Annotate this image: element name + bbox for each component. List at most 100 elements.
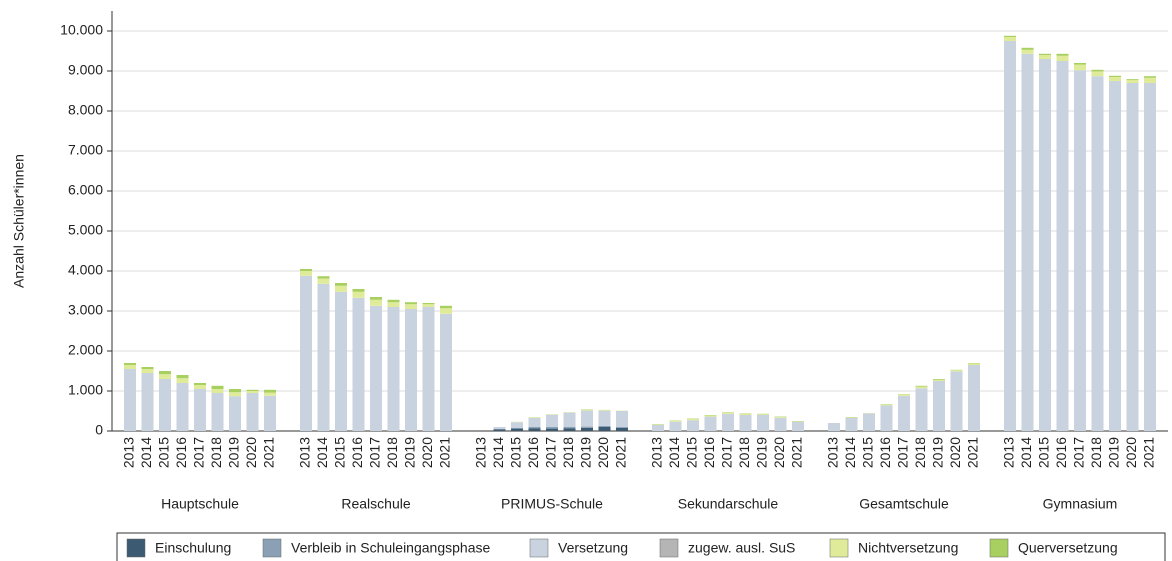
bar-segment: [352, 297, 365, 431]
bar-segment: [1021, 49, 1034, 54]
bar-segment: [264, 395, 276, 431]
bar-segment: [598, 425, 611, 427]
x-tick-label: 2013: [825, 437, 841, 468]
bar-segment: [405, 304, 417, 309]
bar-segment: [141, 367, 154, 369]
x-tick-label: 2015: [860, 437, 876, 468]
bar-segment: [405, 302, 417, 305]
bar-segment: [722, 412, 734, 414]
legend-label: Querversetzung: [1018, 540, 1118, 556]
bar-segment: [950, 370, 963, 372]
bar-segment: [511, 427, 523, 429]
x-tick-label: 2018: [912, 437, 928, 468]
bar-segment: [528, 427, 541, 429]
x-tick-label: 2019: [1106, 437, 1122, 468]
bar-segment: [176, 378, 189, 383]
x-tick-label: 2013: [1001, 437, 1017, 468]
bar-segment: [1074, 63, 1086, 65]
bar-segment: [422, 307, 435, 431]
bar-segment: [124, 365, 136, 369]
x-tick-label: 2019: [402, 437, 418, 468]
bar-segment: [704, 416, 717, 431]
bar-segment: [246, 393, 259, 431]
bar-segment: [1091, 69, 1104, 72]
bar-segment: [1091, 76, 1104, 431]
bar-segment: [563, 428, 576, 431]
bar-segment: [1004, 41, 1016, 431]
bar-segment: [1074, 70, 1086, 431]
y-tick-label: 8.000: [68, 102, 103, 118]
legend-swatch: [262, 538, 282, 558]
y-tick-label: 4.000: [68, 262, 103, 278]
bar-segment: [616, 411, 628, 427]
bar-segment: [159, 379, 171, 431]
bar-segment: [845, 417, 858, 431]
bar-segment: [1056, 53, 1069, 56]
bar-segment: [863, 413, 875, 431]
x-tick-label: 2019: [930, 437, 946, 468]
x-tick-label: 2016: [349, 437, 365, 468]
bar-segment: [1144, 83, 1156, 431]
bar-segment: [124, 369, 136, 431]
x-tick-label: 2018: [1088, 437, 1104, 468]
bar-segment: [440, 308, 452, 314]
bar-segment: [141, 369, 154, 373]
bar-segment: [581, 427, 593, 431]
y-tick-label: 5.000: [68, 222, 103, 238]
bar-segment: [546, 428, 558, 431]
bar-segment: [546, 414, 558, 427]
bar-segment: [581, 426, 593, 428]
bar-segment: [704, 415, 717, 417]
x-tick-label: 2018: [560, 437, 576, 468]
bar-segment: [264, 389, 276, 393]
bar-segment: [511, 422, 523, 428]
bar-segment: [387, 307, 400, 431]
x-tick-label: 2021: [965, 437, 981, 468]
bar-segment: [211, 385, 224, 389]
bar-segment: [1109, 77, 1121, 81]
bar-segment: [194, 389, 206, 431]
bar-segment: [1126, 79, 1139, 80]
bar-segment: [968, 365, 980, 431]
x-tick-label: 2016: [173, 437, 189, 468]
legend-swatch: [126, 538, 146, 558]
bar-segment: [669, 421, 682, 422]
x-tick-label: 2013: [121, 437, 137, 468]
bar-segment: [598, 410, 611, 426]
bar-segment: [563, 412, 576, 427]
bar-segment: [1039, 55, 1051, 59]
bar-segment: [1004, 35, 1016, 37]
legend-label: Einschulung: [155, 540, 231, 556]
bar-segment: [739, 415, 752, 431]
x-tick-label: 2017: [719, 437, 735, 468]
bar-segment: [722, 413, 734, 431]
y-tick-label: 9.000: [68, 62, 103, 78]
bar-segment: [300, 275, 312, 431]
bar-segment: [1144, 77, 1156, 83]
bar-segment: [563, 427, 576, 429]
bar-segment: [528, 417, 541, 427]
bar-segment: [405, 309, 417, 431]
x-tick-label: 2017: [367, 437, 383, 468]
x-tick-label: 2019: [578, 437, 594, 468]
bar-segment: [915, 386, 928, 389]
bar-segment: [422, 304, 435, 307]
bar-segment: [1004, 37, 1016, 41]
bar-segment: [528, 417, 541, 418]
bar-segment: [352, 291, 365, 298]
x-tick-label: 2013: [297, 437, 313, 468]
bar-segment: [440, 313, 452, 431]
x-tick-label: 2017: [191, 437, 207, 468]
bar-segment: [440, 305, 452, 309]
bar-segment: [1109, 81, 1121, 431]
legend-swatch: [659, 538, 679, 558]
legend-swatch: [989, 538, 1009, 558]
x-tick-label: 2015: [508, 437, 524, 468]
bar-segment: [598, 409, 611, 411]
x-tick-label: 2020: [1123, 437, 1139, 468]
legend-label: Nichtversetzung: [858, 540, 958, 556]
bar-segment: [176, 375, 189, 379]
y-tick-label: 2.000: [68, 342, 103, 358]
x-tick-label: 2021: [437, 437, 453, 468]
group-label: Gymnasium: [1043, 496, 1118, 512]
